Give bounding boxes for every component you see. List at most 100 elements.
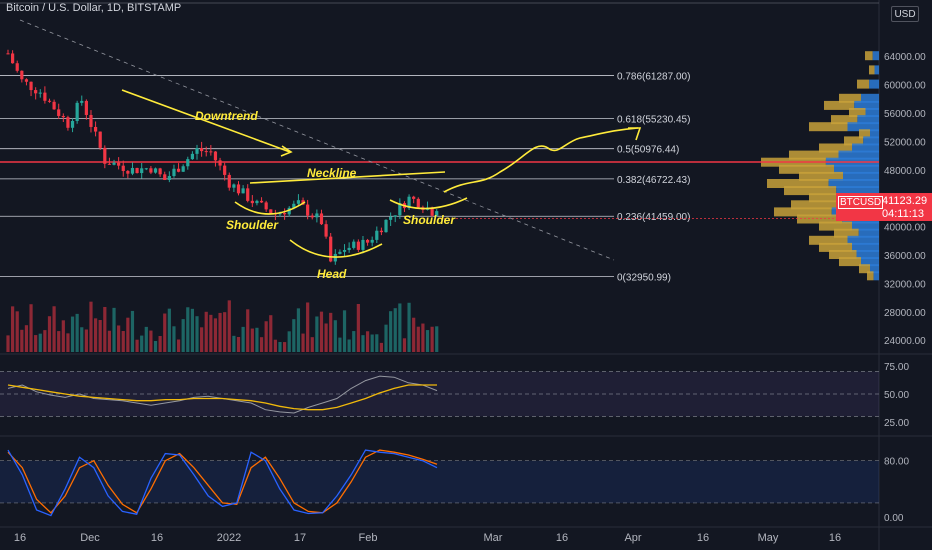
time-tick-label: Mar: [484, 532, 503, 544]
price-tick-label: 64000.00: [884, 52, 926, 63]
volume-bar: [144, 326, 148, 352]
time-tick-label: 16: [151, 532, 163, 544]
candle: [6, 53, 10, 55]
rsi-tick-label: 50.00: [884, 390, 909, 401]
projected-arrowhead: [628, 127, 642, 141]
volume-profile-bar: [854, 100, 879, 110]
stoch-tick-label: 80.00: [884, 457, 909, 468]
time-tick-label: Dec: [80, 532, 100, 544]
candle: [103, 147, 107, 164]
volume-profile-bar: [869, 79, 879, 89]
candle: [66, 117, 70, 128]
volume-bar: [98, 320, 102, 352]
candle: [24, 79, 29, 82]
current-price: 41123.29: [882, 195, 928, 207]
volume-bar: [195, 316, 199, 352]
currency-button[interactable]: USD: [891, 6, 919, 22]
candle: [310, 215, 314, 218]
candle: [213, 151, 218, 161]
candle: [329, 236, 333, 262]
volume-bar: [430, 326, 434, 352]
candle: [232, 184, 236, 188]
candle: [61, 115, 65, 118]
neckline: [249, 171, 446, 184]
candle: [80, 100, 84, 103]
price-tick-label: 52000.00: [884, 137, 926, 148]
volume-profile-bar: [797, 214, 843, 224]
candle: [172, 168, 176, 177]
volume-bar: [135, 339, 139, 352]
candle: [278, 213, 282, 215]
volume-profile-bar: [844, 136, 864, 146]
volume-bar: [43, 330, 47, 352]
candle: [89, 114, 93, 127]
volume-bar: [435, 326, 439, 352]
time-tick-label: 16: [14, 532, 26, 544]
volume-bar: [306, 302, 310, 352]
candle: [107, 163, 112, 165]
volume-profile-bar: [849, 108, 866, 117]
price-tick-label: 40000.00: [884, 223, 926, 234]
volume-profile-bar: [861, 257, 879, 267]
volume-profile-bar: [789, 150, 839, 160]
fib-level-label: 0.382(46722.43): [617, 175, 690, 186]
time-tick-label: 16: [829, 532, 841, 544]
fib-level-label: 0.236(41459.00): [617, 212, 690, 223]
volume-profile-bar: [870, 129, 879, 139]
volume-bar: [149, 330, 153, 352]
candle: [75, 102, 79, 121]
volume-profile-bar: [774, 207, 832, 217]
volume-profile-bar: [867, 271, 874, 281]
candle: [43, 92, 47, 101]
candle: [200, 148, 204, 152]
price-tick-label: 60000.00: [884, 81, 926, 92]
fib-level-label: 0.5(50976.44): [617, 145, 679, 156]
candle: [98, 131, 102, 148]
volume-profile-bar: [819, 221, 852, 231]
volume-bar: [338, 337, 342, 352]
time-tick-label: Feb: [359, 532, 378, 544]
volume-profile-bar: [838, 150, 879, 160]
time-tick-label: 2022: [217, 532, 241, 544]
downtrend-dashed-line: [19, 19, 615, 261]
candle: [319, 213, 324, 225]
volume-profile-bar: [847, 122, 879, 132]
pattern-label: Downtrend: [195, 109, 258, 123]
volume-profile-bar: [809, 122, 848, 132]
volume-bar: [301, 333, 305, 352]
volume-profile-bar: [852, 221, 879, 231]
volume-profile-bar: [809, 193, 848, 203]
candle: [250, 200, 254, 204]
volume-bar: [315, 316, 319, 352]
time-tick-label: 17: [294, 532, 306, 544]
price-tick-label: 36000.00: [884, 251, 926, 262]
left-shoulder-arc: [234, 201, 306, 215]
volume-profile-bar: [861, 93, 879, 103]
stoch-d-line: [7, 449, 438, 514]
volume-profile-bar: [834, 164, 879, 174]
bar-countdown: 04:11:13: [882, 208, 925, 220]
volume-profile-bar: [779, 164, 834, 174]
volume-bar: [24, 325, 29, 352]
candle: [430, 207, 434, 216]
volume-bar: [375, 334, 379, 352]
candle: [407, 196, 411, 209]
candle: [144, 168, 148, 170]
volume-bar: [167, 308, 171, 352]
volume-bar: [70, 316, 75, 352]
candle: [398, 203, 402, 216]
volume-profile-bar: [865, 51, 873, 61]
volume-bar: [112, 307, 116, 352]
volume-bar: [176, 339, 181, 352]
volume-bar: [264, 321, 268, 352]
volume-profile-bar: [839, 93, 861, 103]
volume-bar: [319, 311, 324, 352]
candle: [375, 230, 379, 240]
candle: [163, 174, 167, 180]
volume-profile-bar: [859, 264, 870, 274]
time-tick-label: 16: [697, 532, 709, 544]
volume-bar: [259, 337, 264, 352]
candle: [379, 230, 384, 233]
candle: [236, 184, 241, 194]
